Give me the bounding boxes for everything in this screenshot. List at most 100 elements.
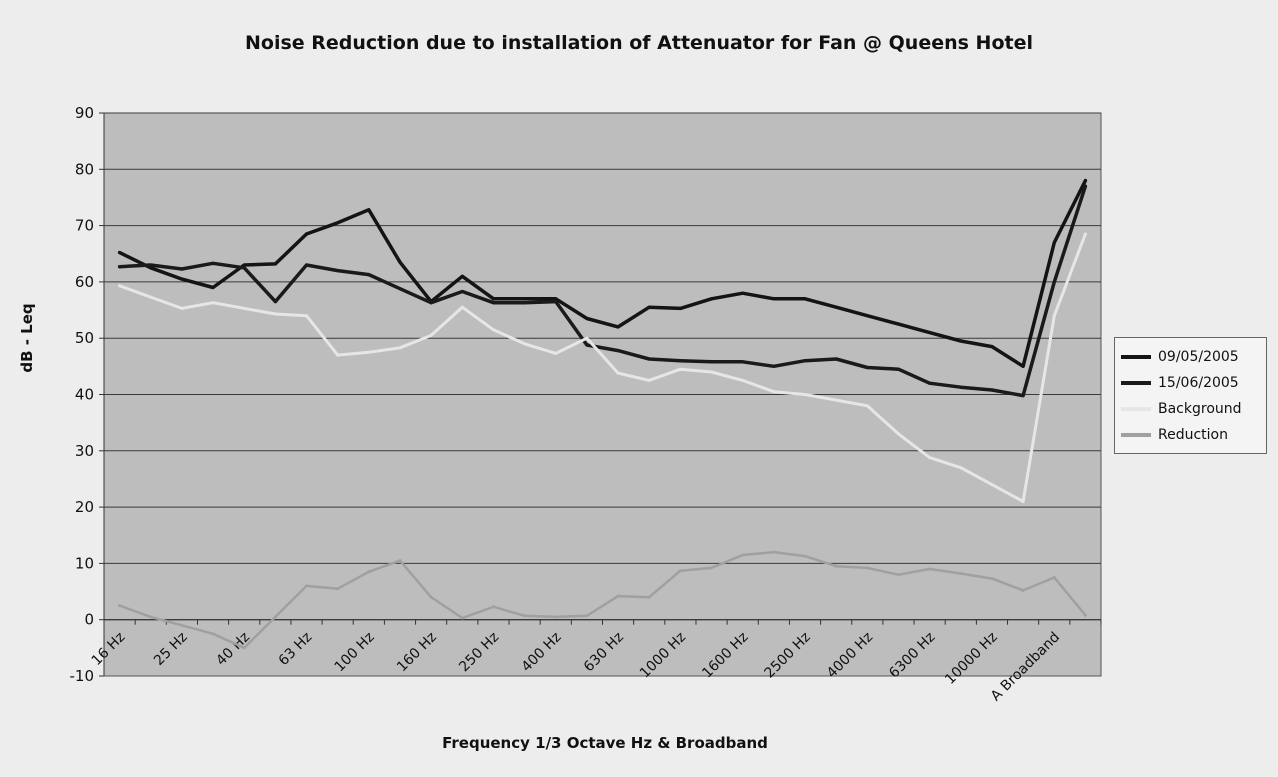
data-point	[928, 381, 932, 385]
data-point	[523, 297, 527, 301]
data-point	[429, 301, 433, 305]
data-point	[180, 277, 184, 281]
data-point	[928, 567, 932, 571]
data-point	[803, 554, 807, 558]
y-tick-label: 20	[75, 498, 94, 516]
data-point	[834, 564, 838, 568]
data-point	[492, 301, 495, 305]
data-point	[865, 314, 869, 318]
data-point	[897, 322, 900, 326]
data-point	[336, 269, 340, 273]
data-point	[616, 594, 620, 598]
y-axis-title: dB - Leq	[18, 303, 36, 373]
data-point	[180, 306, 184, 310]
data-point	[741, 378, 745, 382]
data-point	[211, 301, 215, 305]
data-point	[803, 297, 807, 301]
data-point	[1021, 500, 1025, 503]
legend-label: 09/05/2005	[1158, 349, 1239, 365]
data-point	[180, 267, 184, 271]
data-point	[990, 345, 994, 349]
data-point	[1083, 613, 1087, 617]
data-point	[1083, 232, 1087, 236]
data-point	[211, 632, 215, 636]
data-point	[398, 260, 402, 264]
x-axis-title: Frequency 1/3 Octave Hz & Broadband	[442, 734, 768, 752]
data-point	[959, 572, 963, 575]
y-tick-label: 30	[75, 442, 94, 460]
legend-swatch	[1121, 381, 1151, 385]
data-point	[118, 284, 122, 288]
data-point	[772, 297, 776, 301]
data-point	[1052, 241, 1056, 244]
data-point	[523, 342, 527, 346]
data-point	[211, 261, 215, 265]
data-point	[305, 263, 308, 267]
data-point	[741, 360, 745, 364]
data-point	[865, 404, 869, 408]
legend-swatch	[1121, 407, 1151, 411]
data-point	[492, 605, 495, 609]
data-point	[118, 604, 122, 608]
data-point	[647, 357, 651, 361]
data-point	[710, 297, 713, 301]
y-tick-label: 60	[75, 273, 94, 291]
data-point	[305, 232, 308, 236]
data-point	[710, 566, 713, 570]
data-point	[398, 559, 402, 563]
data-point	[492, 328, 495, 332]
data-point	[990, 577, 994, 581]
legend-label: Background	[1158, 401, 1242, 417]
data-point	[990, 483, 994, 487]
data-point	[585, 317, 589, 320]
data-point	[1052, 280, 1056, 284]
data-point	[523, 301, 527, 305]
data-point	[772, 364, 776, 368]
series-line	[117, 184, 1088, 398]
data-point	[616, 371, 620, 375]
data-point	[398, 287, 402, 291]
data-point	[1052, 576, 1056, 579]
data-point	[1083, 184, 1087, 188]
data-point	[211, 286, 215, 289]
data-point	[118, 265, 122, 269]
data-point	[149, 295, 153, 299]
legend-label: Reduction	[1158, 427, 1228, 443]
data-point	[1052, 314, 1056, 318]
data-point	[242, 263, 246, 267]
series-line	[117, 178, 1088, 369]
data-point	[305, 314, 308, 318]
y-tick-label: 90	[75, 104, 94, 122]
data-point	[834, 398, 838, 402]
data-point	[928, 331, 932, 335]
legend-swatch	[1121, 355, 1151, 359]
data-point	[398, 346, 402, 350]
y-tick-label: -10	[70, 667, 95, 685]
data-point	[616, 349, 620, 353]
series-line	[118, 232, 1087, 503]
data-point	[1021, 394, 1025, 398]
data-point	[772, 550, 776, 554]
legend-label: 15/06/2005	[1158, 375, 1239, 391]
data-point	[273, 300, 277, 304]
data-point	[149, 263, 153, 267]
data-point	[1021, 588, 1025, 592]
data-point	[710, 370, 713, 374]
data-point	[647, 378, 651, 382]
y-tick-label: 80	[75, 160, 94, 178]
data-point	[865, 566, 869, 570]
data-point	[803, 393, 807, 396]
data-point	[149, 266, 153, 270]
legend-swatch	[1121, 433, 1151, 437]
data-point	[554, 300, 558, 304]
data-point	[460, 305, 464, 309]
data-point	[928, 456, 932, 460]
data-point	[367, 273, 371, 277]
data-point	[990, 388, 994, 392]
data-point	[336, 587, 340, 591]
data-point	[554, 351, 558, 355]
data-point	[678, 359, 682, 363]
y-tick-label: 0	[84, 611, 94, 629]
